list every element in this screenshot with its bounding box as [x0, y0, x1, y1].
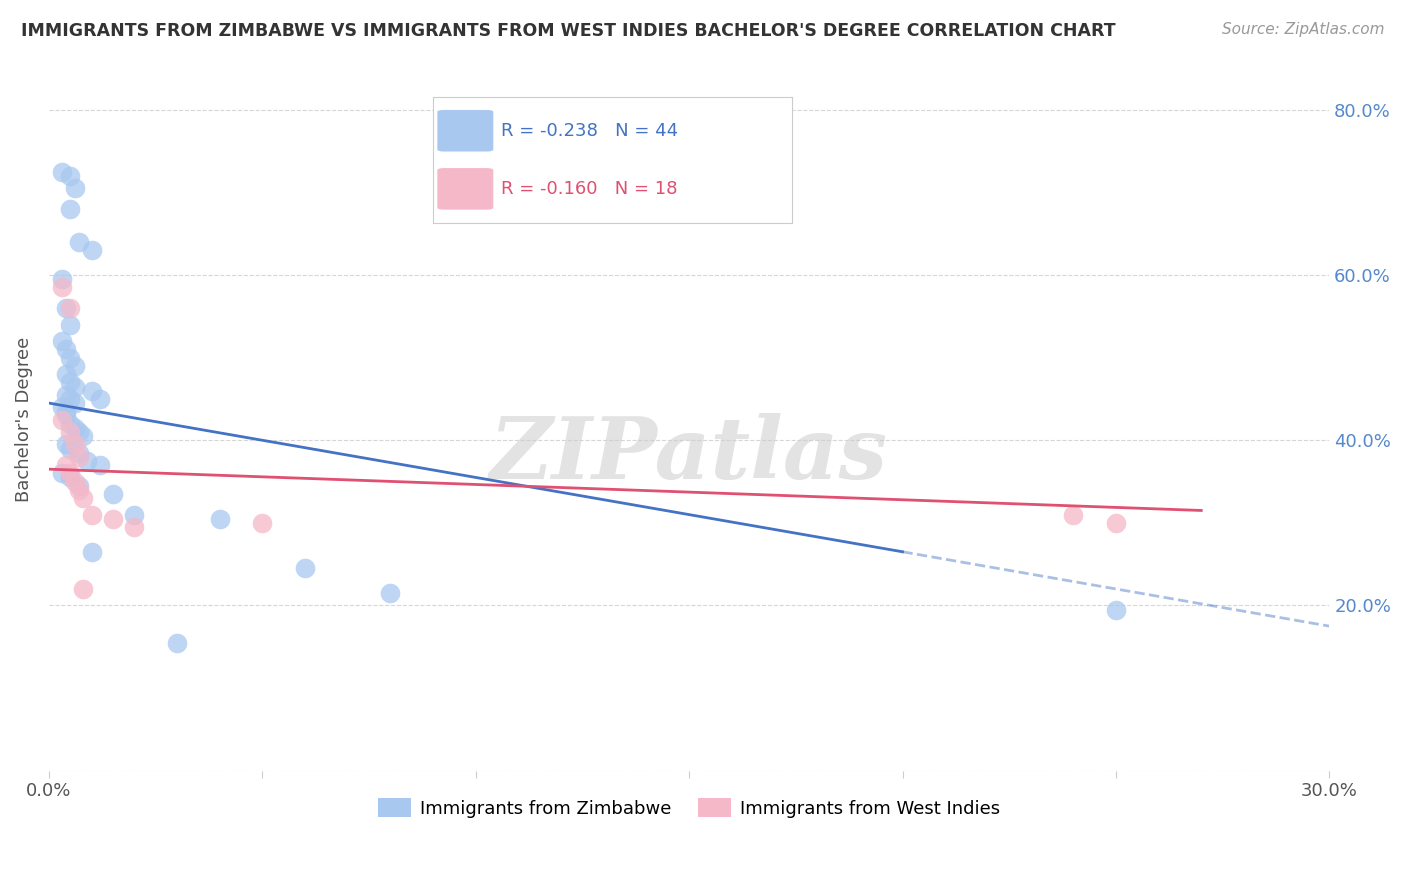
Point — [89, 392, 111, 406]
Point — [101, 512, 124, 526]
Point — [55, 388, 77, 402]
Point — [51, 280, 73, 294]
Point — [59, 467, 82, 481]
Point — [72, 429, 94, 443]
Point — [166, 635, 188, 649]
Text: IMMIGRANTS FROM ZIMBABWE VS IMMIGRANTS FROM WEST INDIES BACHELOR'S DEGREE CORREL: IMMIGRANTS FROM ZIMBABWE VS IMMIGRANTS F… — [21, 22, 1116, 40]
Point — [51, 272, 73, 286]
Point — [63, 359, 86, 373]
Point — [67, 235, 90, 249]
Point — [63, 475, 86, 489]
Text: Source: ZipAtlas.com: Source: ZipAtlas.com — [1222, 22, 1385, 37]
Point — [55, 343, 77, 357]
Point — [294, 561, 316, 575]
Point — [59, 318, 82, 332]
Point — [1105, 516, 1128, 530]
Point — [59, 376, 82, 390]
Point — [59, 351, 82, 365]
Point — [51, 412, 73, 426]
Point — [55, 437, 77, 451]
Point — [63, 421, 86, 435]
Point — [80, 244, 103, 258]
Point — [76, 454, 98, 468]
Point — [67, 425, 90, 439]
Point — [63, 396, 86, 410]
Point — [89, 458, 111, 472]
Point — [63, 379, 86, 393]
Point — [59, 392, 82, 406]
Point — [51, 165, 73, 179]
Point — [51, 401, 73, 415]
Point — [59, 470, 82, 484]
Point — [59, 417, 82, 431]
Point — [59, 169, 82, 183]
Legend: Immigrants from Zimbabwe, Immigrants from West Indies: Immigrants from Zimbabwe, Immigrants fro… — [371, 791, 1007, 825]
Point — [59, 425, 82, 439]
Point — [72, 491, 94, 505]
Y-axis label: Bachelor's Degree: Bachelor's Degree — [15, 337, 32, 502]
Point — [80, 545, 103, 559]
Point — [59, 202, 82, 216]
Point — [59, 301, 82, 315]
Point — [55, 367, 77, 381]
Point — [67, 450, 90, 464]
Point — [55, 301, 77, 315]
Point — [124, 508, 146, 522]
Point — [1105, 602, 1128, 616]
Point — [380, 586, 402, 600]
Point — [124, 520, 146, 534]
Point — [80, 384, 103, 398]
Point — [67, 483, 90, 497]
Point — [1062, 508, 1084, 522]
Point — [252, 516, 274, 530]
Point — [208, 512, 231, 526]
Text: ZIPatlas: ZIPatlas — [491, 413, 889, 497]
Point — [55, 409, 77, 423]
Point — [67, 478, 90, 492]
Point — [51, 467, 73, 481]
Point — [80, 508, 103, 522]
Point — [55, 404, 77, 418]
Point — [59, 442, 82, 456]
Point — [101, 487, 124, 501]
Point — [63, 181, 86, 195]
Point — [51, 334, 73, 348]
Point — [55, 458, 77, 472]
Point — [72, 582, 94, 596]
Point — [67, 445, 90, 459]
Point — [63, 437, 86, 451]
